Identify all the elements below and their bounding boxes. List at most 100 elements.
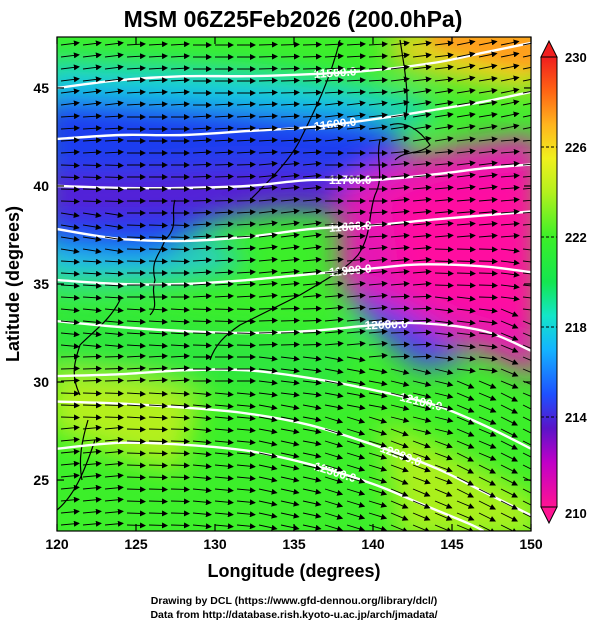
wind-arrow — [302, 89, 322, 96]
wind-arrow — [522, 368, 531, 373]
wind-arrow — [60, 212, 80, 218]
wind-arrow — [214, 137, 234, 144]
wind-arrow — [258, 256, 278, 263]
wind-arrow — [522, 199, 531, 202]
wind-arrow — [456, 196, 476, 203]
wind-arrow — [82, 162, 102, 169]
wind-arrow — [258, 416, 278, 423]
wind-arrow — [324, 221, 344, 228]
wind-arrow — [104, 174, 124, 181]
wind-arrow — [412, 112, 432, 118]
wind-arrow — [148, 65, 168, 72]
wind-arrow — [60, 319, 80, 326]
wind-arrow — [126, 498, 146, 505]
wind-arrow — [170, 414, 190, 421]
wind-arrow — [258, 244, 278, 251]
wind-arrow — [456, 440, 475, 449]
wind-arrow — [104, 496, 124, 503]
wind-arrow — [302, 416, 322, 423]
wind-arrow — [302, 244, 322, 251]
wind-arrow — [82, 149, 102, 156]
wind-arrow — [434, 500, 453, 509]
wind-arrow — [412, 256, 432, 263]
wind-arrow — [192, 523, 212, 530]
wind-arrow — [368, 292, 388, 299]
wind-arrow — [368, 65, 388, 72]
wind-arrow — [456, 512, 475, 521]
wind-arrow — [456, 392, 475, 401]
wind-arrow — [126, 53, 146, 60]
wind-arrow — [434, 464, 453, 473]
wind-arrow — [148, 486, 168, 493]
wind-arrow — [412, 512, 431, 521]
wind-arrow — [280, 329, 300, 336]
wind-arrow — [192, 511, 212, 518]
wind-arrow — [60, 472, 80, 479]
wind-arrow — [258, 428, 278, 435]
wind-arrow — [500, 512, 518, 522]
wind-arrow — [170, 474, 190, 481]
wind-arrow — [170, 402, 190, 409]
wind-arrow — [214, 161, 234, 168]
wind-arrow — [522, 320, 531, 325]
wind-arrow — [280, 367, 300, 374]
wind-arrow — [368, 440, 388, 448]
wind-arrow — [368, 392, 388, 399]
wind-arrow — [500, 404, 518, 414]
wind-arrow — [280, 317, 300, 324]
wind-arrow — [390, 76, 410, 83]
wind-arrow — [60, 198, 80, 205]
wind-arrow — [60, 353, 80, 360]
wind-arrow — [434, 148, 454, 155]
wind-arrow — [236, 475, 256, 482]
wind-arrow — [456, 416, 475, 425]
wind-arrow — [368, 53, 388, 60]
wind-arrow — [302, 329, 322, 336]
wind-arrow — [60, 52, 80, 59]
wind-arrow — [324, 416, 344, 424]
wind-arrow — [478, 258, 498, 265]
wind-arrow — [170, 65, 190, 72]
wind-arrow — [148, 41, 168, 48]
wind-arrow — [258, 149, 278, 156]
wind-arrow — [258, 41, 278, 48]
wind-arrow — [522, 126, 531, 130]
wind-arrow — [214, 101, 234, 108]
wind-arrow — [104, 258, 124, 265]
wind-arrow — [104, 294, 124, 301]
wind-arrow — [126, 246, 146, 253]
wind-arrow — [302, 428, 322, 435]
wind-arrow — [412, 148, 432, 155]
wind-arrow — [148, 438, 168, 445]
wind-arrow — [280, 341, 300, 348]
wind-arrow — [104, 64, 124, 71]
wind-arrow — [170, 246, 190, 253]
wind-arrow — [434, 232, 454, 239]
blue-patch-east — [350, 290, 470, 370]
wind-arrow — [104, 472, 124, 479]
wind-arrow — [500, 160, 520, 167]
wind-arrow — [500, 500, 518, 510]
wind-arrow — [148, 246, 168, 253]
wind-arrow — [126, 222, 146, 229]
wind-arrow — [390, 488, 409, 497]
wind-arrow — [126, 450, 146, 457]
wind-arrow — [170, 41, 190, 48]
wind-arrow — [302, 440, 322, 447]
wind-arrow — [522, 344, 531, 349]
wind-arrow — [192, 137, 212, 144]
wind-arrow — [434, 40, 454, 47]
wind-arrow — [148, 53, 168, 60]
wind-arrow — [82, 365, 102, 372]
wind-arrow — [104, 307, 124, 314]
wind-arrow — [478, 172, 498, 179]
wind-arrow — [60, 484, 80, 491]
wind-arrow — [324, 233, 344, 240]
wind-arrow — [478, 63, 498, 70]
colorbar-top-triangle — [540, 39, 558, 58]
wind-arrow — [368, 316, 388, 323]
wind-arrow — [60, 186, 80, 193]
wind-arrow — [324, 112, 344, 119]
wind-arrow — [456, 123, 476, 130]
wind-arrow — [346, 488, 366, 496]
